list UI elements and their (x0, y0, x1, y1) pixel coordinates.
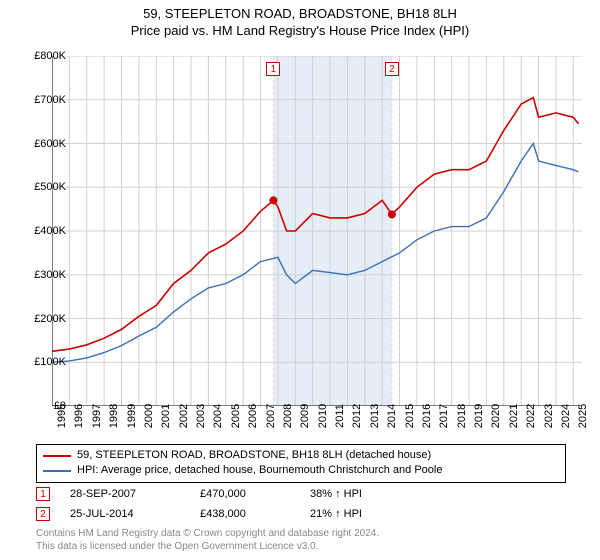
x-tick-label: 2014 (386, 404, 398, 428)
x-tick-label: 2010 (317, 404, 329, 428)
chart-svg (52, 56, 582, 406)
y-tick-label: £700K (20, 94, 66, 106)
legend-row-property: 59, STEEPLETON ROAD, BROADSTONE, BH18 8L… (43, 448, 559, 463)
y-tick-label: £800K (20, 50, 66, 62)
x-tick-label: 2008 (282, 404, 294, 428)
x-tick-label: 2004 (212, 404, 224, 428)
y-tick-label: £500K (20, 181, 66, 193)
footer: Contains HM Land Registry data © Crown c… (36, 528, 379, 553)
x-tick-label: 2002 (178, 404, 190, 428)
x-tick-label: 2025 (577, 404, 589, 428)
sale-date-1: 28-SEP-2007 (70, 488, 200, 500)
x-tick-label: 2012 (351, 404, 363, 428)
sale-diff-2: 21% ↑ HPI (310, 508, 430, 520)
x-tick-label: 2019 (473, 404, 485, 428)
sale-price-1: £470,000 (200, 488, 310, 500)
y-tick-label: £600K (20, 138, 66, 150)
sales-table: 1 28-SEP-2007 £470,000 38% ↑ HPI 2 25-JU… (36, 484, 430, 524)
y-tick-label: £0 (20, 400, 66, 412)
legend-swatch-property (43, 455, 71, 457)
y-tick-label: £100K (20, 356, 66, 368)
footer-line2: This data is licensed under the Open Gov… (36, 541, 379, 554)
x-tick-label: 2005 (230, 404, 242, 428)
sale-date-2: 25-JUL-2014 (70, 508, 200, 520)
x-tick-label: 2009 (299, 404, 311, 428)
sales-row-2: 2 25-JUL-2014 £438,000 21% ↑ HPI (36, 504, 430, 524)
legend-box: 59, STEEPLETON ROAD, BROADSTONE, BH18 8L… (36, 444, 566, 483)
x-tick-label: 2024 (560, 404, 572, 428)
x-tick-label: 2003 (195, 404, 207, 428)
y-tick-label: £300K (20, 269, 66, 281)
event-marker-1: 1 (266, 62, 280, 76)
chart-container: 59, STEEPLETON ROAD, BROADSTONE, BH18 8L… (0, 0, 600, 560)
x-tick-label: 1999 (126, 404, 138, 428)
legend-swatch-hpi (43, 470, 71, 472)
sale-diff-1: 38% ↑ HPI (310, 488, 430, 500)
x-tick-label: 2018 (456, 404, 468, 428)
x-tick-label: 2011 (334, 404, 346, 428)
title-line1: 59, STEEPLETON ROAD, BROADSTONE, BH18 8L… (0, 6, 600, 23)
legend-label-property: 59, STEEPLETON ROAD, BROADSTONE, BH18 8L… (77, 448, 431, 463)
x-tick-label: 2016 (421, 404, 433, 428)
x-tick-label: 1997 (91, 404, 103, 428)
sales-row-1: 1 28-SEP-2007 £470,000 38% ↑ HPI (36, 484, 430, 504)
legend-row-hpi: HPI: Average price, detached house, Bour… (43, 463, 559, 478)
sale-price-2: £438,000 (200, 508, 310, 520)
x-tick-label: 2000 (143, 404, 155, 428)
x-tick-label: 1996 (73, 404, 85, 428)
sale-marker-2: 2 (36, 507, 50, 521)
x-tick-label: 2006 (247, 404, 259, 428)
x-tick-label: 2015 (404, 404, 416, 428)
y-tick-label: £400K (20, 225, 66, 237)
x-tick-label: 2001 (160, 404, 172, 428)
y-tick-label: £200K (20, 313, 66, 325)
sale-marker-1: 1 (36, 487, 50, 501)
x-tick-label: 2013 (369, 404, 381, 428)
title-block: 59, STEEPLETON ROAD, BROADSTONE, BH18 8L… (0, 0, 600, 40)
chart-area: 1995199619971998199920002001200220032004… (52, 56, 582, 406)
x-tick-label: 2021 (508, 404, 520, 428)
event-marker-2: 2 (385, 62, 399, 76)
x-tick-label: 2022 (525, 404, 537, 428)
x-tick-label: 2007 (265, 404, 277, 428)
footer-line1: Contains HM Land Registry data © Crown c… (36, 528, 379, 541)
legend-label-hpi: HPI: Average price, detached house, Bour… (77, 463, 442, 478)
x-tick-label: 1998 (108, 404, 120, 428)
title-line2: Price paid vs. HM Land Registry's House … (0, 23, 600, 40)
x-tick-label: 2023 (543, 404, 555, 428)
x-tick-label: 2020 (490, 404, 502, 428)
x-tick-label: 2017 (438, 404, 450, 428)
